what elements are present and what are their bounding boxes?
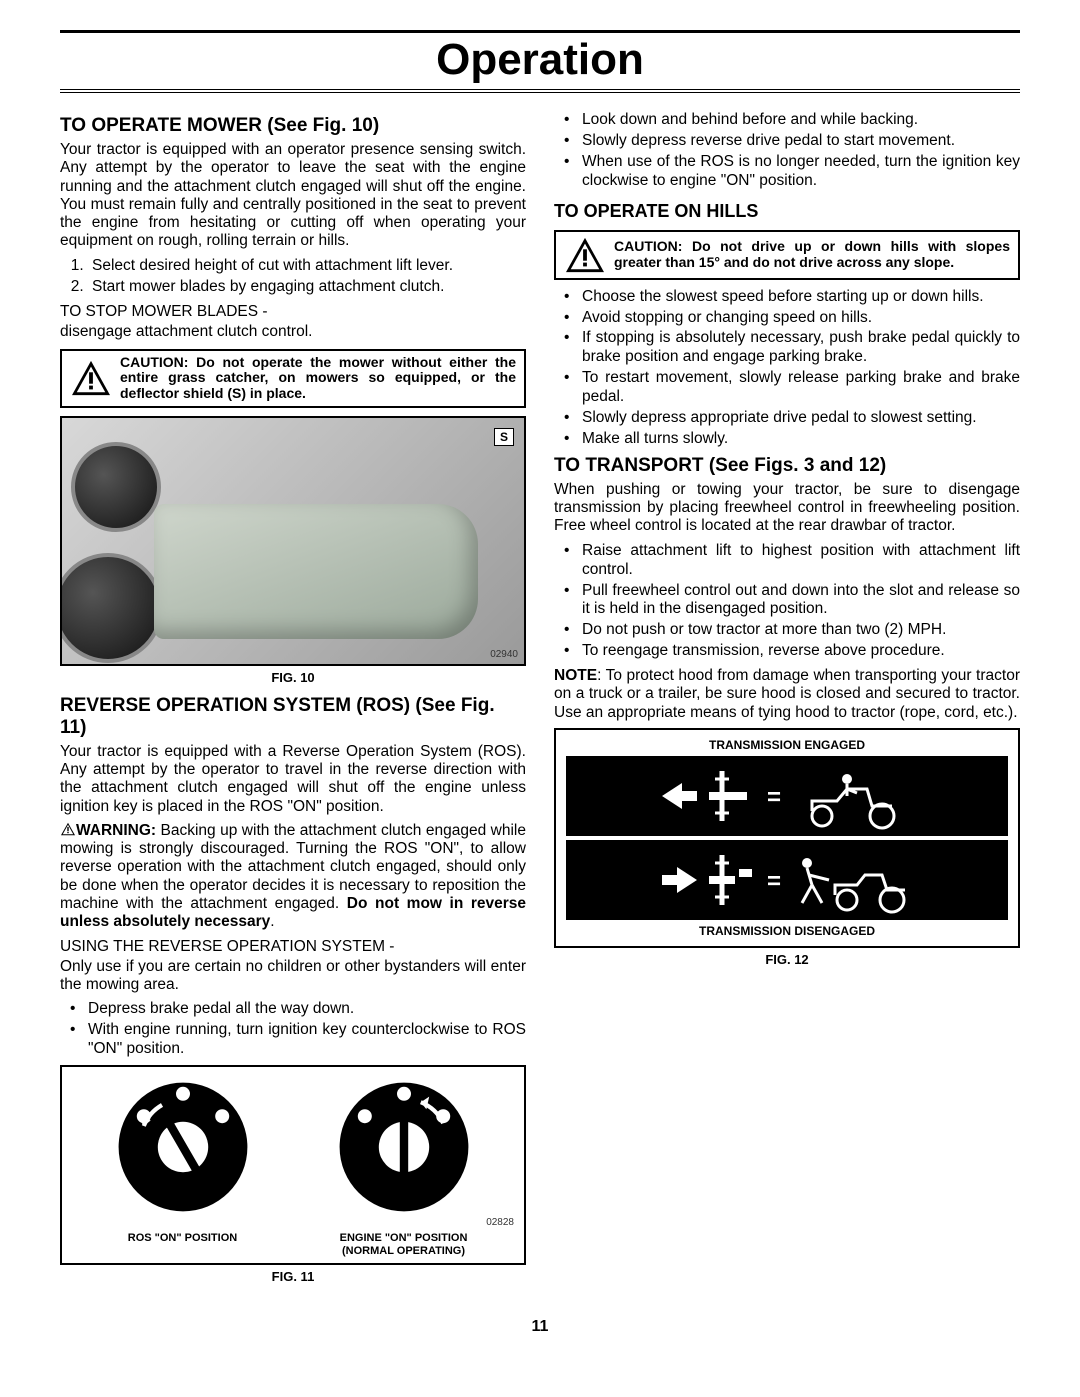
list-operate-steps: Select desired height of cut with attach… (60, 257, 526, 297)
list-item: Raise attachment lift to highest positio… (554, 542, 1020, 580)
para-ros: Your tractor is equipped with a Reverse … (60, 743, 526, 816)
list-item: Depress brake pedal all the way down. (60, 1000, 526, 1019)
fig11-caption: FIG. 11 (60, 1269, 526, 1284)
svg-text:=: = (767, 784, 781, 811)
list-item: To reengage transmission, reverse above … (554, 642, 1020, 661)
heading-transport: TO TRANSPORT (See Figs. 3 and 12) (554, 455, 1020, 477)
list-item: Select desired height of cut with attach… (88, 257, 526, 276)
list-item: Look down and behind before and while ba… (554, 111, 1020, 130)
para-transport: When pushing or towing your tractor, be … (554, 481, 1020, 536)
list-item: Slowly depress reverse drive pedal to st… (554, 132, 1020, 151)
list-item: Start mower blades by engaging attachmen… (88, 278, 526, 297)
fig10-caption: FIG. 10 (60, 670, 526, 685)
title-underline (60, 89, 1020, 90)
caution-text: CAUTION: Do not operate the mower withou… (120, 355, 516, 402)
heading-operate-mower: TO OPERATE MOWER (See Fig. 10) (60, 115, 526, 137)
heading-ros: REVERSE OPERATION SYSTEM (ROS) (See Fig.… (60, 695, 526, 739)
list-item: Pull freewheel control out and down into… (554, 582, 1020, 620)
subhead-stop-blades: TO STOP MOWER BLADES - (60, 303, 526, 321)
subhead-using-ros: USING THE REVERSE OPERATION SYSTEM - (60, 938, 526, 956)
list-item: Make all turns slowly. (554, 430, 1020, 449)
fig11-label-ros: ROS "ON" POSITION (103, 1232, 263, 1257)
warning-triangle-icon (70, 359, 112, 397)
caution-text: CAUTION: Do not drive up or down hills w… (614, 239, 1010, 270)
para-operate-mower: Your tractor is equipped with an operato… (60, 141, 526, 251)
figure-12: TRANSMISSION ENGAGED = (554, 728, 1020, 948)
list-item: Do not push or tow tractor at more than … (554, 621, 1020, 640)
warning-triangle-icon (564, 236, 606, 274)
caution-box-deflector: CAUTION: Do not operate the mower withou… (60, 349, 526, 408)
list-using-ros: Depress brake pedal all the way down. Wi… (60, 1000, 526, 1059)
fig10-image-number: 02940 (490, 649, 518, 660)
fig12-caption: FIG. 12 (554, 952, 1020, 967)
two-column-layout: TO OPERATE MOWER (See Fig. 10) Your trac… (60, 111, 1020, 1294)
figure-11: 02828 ROS "ON" POSITION ENGINE "ON" POSI… (60, 1065, 526, 1265)
fig11-label-engine-on: ENGINE "ON" POSITION (NORMAL OPERATING) (324, 1232, 484, 1257)
warning-triangle-icon (60, 822, 76, 836)
note-body: : To protect hood from damage when trans… (554, 667, 1020, 721)
top-rule-thick (60, 30, 1020, 33)
note-label: NOTE (554, 667, 597, 684)
svg-text:=: = (767, 868, 781, 895)
fig10-mower-deck (154, 504, 477, 639)
fig12-caption-top: TRANSMISSION ENGAGED (566, 738, 1008, 752)
fig10-wheel (60, 553, 163, 663)
list-ros-continued: Look down and behind before and while ba… (554, 111, 1020, 191)
fig12-panel-disengaged: = (566, 840, 1008, 920)
fig11-image-number: 02828 (72, 1217, 514, 1228)
list-item: When use of the ROS is no longer needed,… (554, 153, 1020, 191)
list-item: With engine running, turn ignition key c… (60, 1021, 526, 1059)
ignition-dial-engine-on (334, 1077, 474, 1217)
title-underline-2 (60, 92, 1020, 93)
ignition-dial-ros (113, 1077, 253, 1217)
list-item: Avoid stopping or changing speed on hill… (554, 309, 1020, 328)
fig12-panel-engaged: = (566, 756, 1008, 836)
transmission-disengaged-icon: = (657, 845, 917, 915)
heading-hills: TO OPERATE ON HILLS (554, 201, 1020, 222)
caution-box-hills: CAUTION: Do not drive up or down hills w… (554, 230, 1020, 280)
warning-inline: WARNING: Backing up with the attachment … (60, 822, 526, 932)
figure-10: S 02940 (60, 416, 526, 666)
list-item: To restart movement, slowly release park… (554, 369, 1020, 407)
page-number: 11 (60, 1318, 1020, 1336)
fig10-wheel (71, 442, 161, 532)
transmission-engaged-icon: = (657, 761, 917, 831)
left-column: TO OPERATE MOWER (See Fig. 10) Your trac… (60, 111, 526, 1294)
page-title: Operation (60, 35, 1020, 89)
para-stop-blades: disengage attachment clutch control. (60, 323, 526, 341)
list-item: Slowly depress appropriate drive pedal t… (554, 409, 1020, 428)
right-column: Look down and behind before and while ba… (554, 111, 1020, 1294)
warning-label: WARNING: (76, 822, 156, 839)
list-transport: Raise attachment lift to highest positio… (554, 542, 1020, 661)
para-using-ros: Only use if you are certain no children … (60, 958, 526, 995)
note-transport: NOTE: To protect hood from damage when t… (554, 667, 1020, 722)
fig10-s-callout: S (494, 428, 514, 446)
list-hills: Choose the slowest speed before starting… (554, 288, 1020, 449)
list-item: If stopping is absolutely necessary, pus… (554, 329, 1020, 367)
list-item: Choose the slowest speed before starting… (554, 288, 1020, 307)
fig12-caption-bottom: TRANSMISSION DISENGAGED (566, 924, 1008, 938)
